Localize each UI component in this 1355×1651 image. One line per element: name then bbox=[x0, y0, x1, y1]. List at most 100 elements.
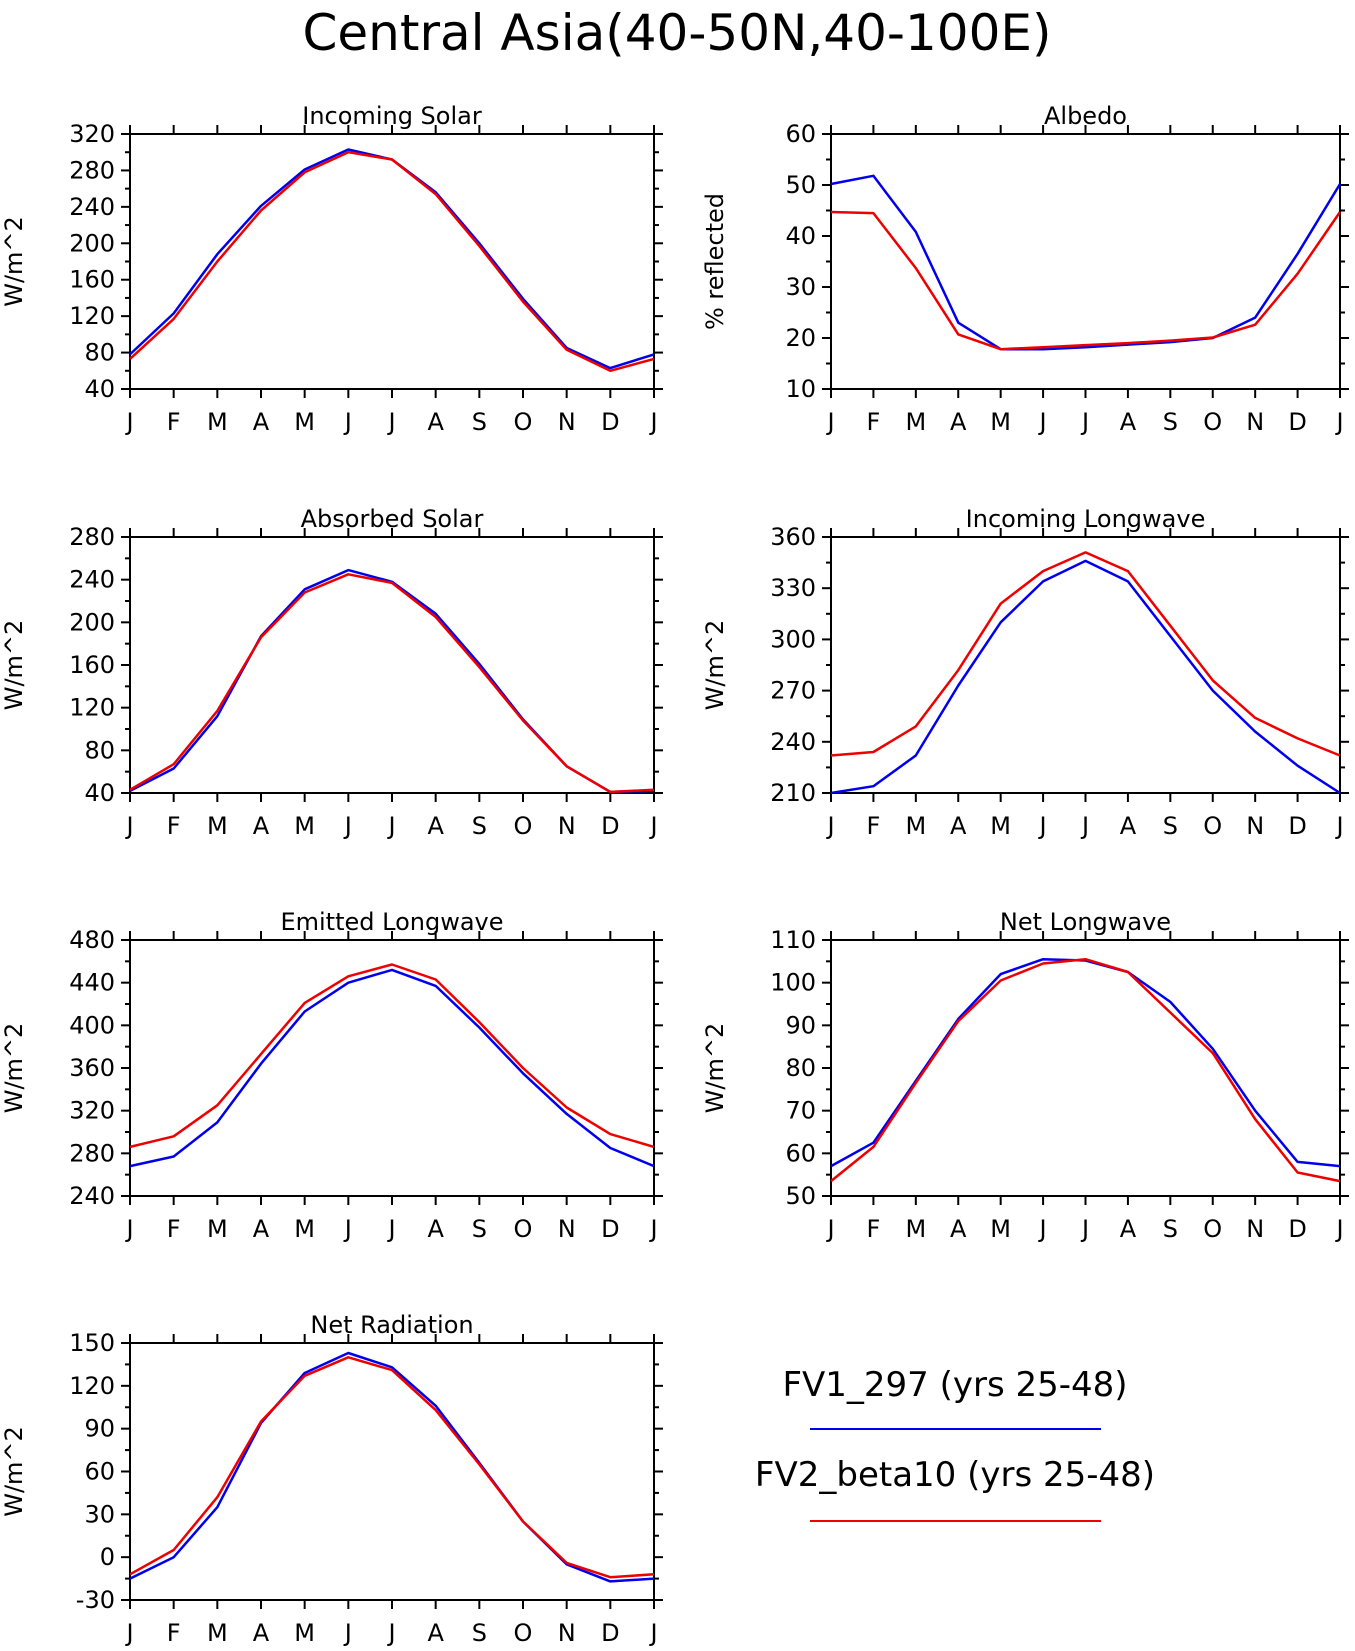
x-tick-label: J bbox=[1334, 1215, 1343, 1243]
x-tick-label: O bbox=[514, 1619, 533, 1647]
series-line-fv1-297 bbox=[129, 1351, 655, 1583]
y-axis-label: W/m^2 bbox=[0, 216, 28, 307]
series-line-fv2-beta10 bbox=[129, 963, 655, 1149]
x-tick-label: A bbox=[950, 812, 967, 840]
x-tick-label: J bbox=[343, 812, 352, 840]
legend-label-fv2: FV2_beta10 (yrs 25-48) bbox=[755, 1455, 1155, 1495]
plot-frame bbox=[129, 939, 655, 1197]
x-tick-label: N bbox=[558, 1215, 576, 1243]
x-tick-label: M bbox=[905, 812, 926, 840]
y-axis-label: % reflected bbox=[701, 193, 729, 330]
y-tick-label: 40 bbox=[84, 375, 115, 403]
x-tick-label: F bbox=[167, 1215, 181, 1243]
series-line-fv1-297 bbox=[830, 559, 1341, 795]
y-tick-label: 240 bbox=[770, 728, 816, 756]
x-tick-label: M bbox=[990, 812, 1011, 840]
x-tick-label: J bbox=[386, 408, 395, 436]
x-tick-label: O bbox=[514, 1215, 533, 1243]
y-tick-label: 10 bbox=[785, 375, 816, 403]
y-tick-label: 240 bbox=[69, 566, 115, 594]
x-tick-label: J bbox=[124, 408, 133, 436]
y-tick-label: 280 bbox=[69, 1139, 115, 1167]
x-tick-label: S bbox=[472, 1619, 487, 1647]
x-tick-label: J bbox=[343, 1215, 352, 1243]
x-tick-label: S bbox=[1163, 812, 1178, 840]
x-tick-label: J bbox=[648, 408, 657, 436]
x-tick-label: D bbox=[601, 1619, 619, 1647]
x-tick-label: F bbox=[867, 408, 881, 436]
series-line-fv2-beta10 bbox=[830, 210, 1342, 351]
y-tick-label: 400 bbox=[69, 1011, 115, 1039]
x-tick-label: A bbox=[253, 1215, 270, 1243]
y-tick-label: 30 bbox=[785, 273, 816, 301]
series-line-fv1-297 bbox=[129, 968, 655, 1168]
plot-frame bbox=[830, 133, 1341, 390]
y-tick-label: 160 bbox=[69, 266, 115, 294]
y-tick-label: 60 bbox=[84, 1458, 115, 1486]
x-tick-label: J bbox=[386, 1215, 395, 1243]
x-tick-label: A bbox=[950, 408, 967, 436]
x-tick-label: J bbox=[124, 812, 133, 840]
plot-frame bbox=[830, 536, 1341, 794]
x-tick-label: J bbox=[386, 812, 395, 840]
x-tick-label: A bbox=[253, 408, 270, 436]
y-tick-label: 320 bbox=[69, 1097, 115, 1125]
y-tick-label: 280 bbox=[69, 523, 115, 551]
x-tick-label: J bbox=[124, 1619, 133, 1647]
y-tick-label: 240 bbox=[69, 193, 115, 221]
x-tick-label: J bbox=[825, 408, 834, 436]
y-tick-label: 270 bbox=[770, 677, 816, 705]
series-line-fv2-beta10 bbox=[129, 573, 655, 794]
y-axis-label: W/m^2 bbox=[701, 1023, 729, 1114]
y-tick-label: 360 bbox=[770, 523, 816, 551]
y-tick-label: 70 bbox=[785, 1097, 816, 1125]
x-tick-label: A bbox=[1120, 1215, 1137, 1243]
x-tick-label: J bbox=[648, 1215, 657, 1243]
y-tick-label: 160 bbox=[69, 651, 115, 679]
x-tick-label: S bbox=[472, 408, 487, 436]
plot-frame bbox=[129, 1342, 655, 1601]
plot-frame bbox=[830, 939, 1341, 1197]
x-tick-label: N bbox=[1246, 1215, 1264, 1243]
y-tick-label: 80 bbox=[785, 1054, 816, 1082]
y-tick-label: 50 bbox=[785, 171, 816, 199]
x-tick-label: S bbox=[472, 1215, 487, 1243]
x-tick-label: O bbox=[514, 812, 533, 840]
y-tick-label: 110 bbox=[770, 926, 816, 954]
x-tick-label: J bbox=[386, 1619, 395, 1647]
x-tick-label: N bbox=[1246, 408, 1264, 436]
x-tick-label: D bbox=[1288, 1215, 1306, 1243]
series-line-fv2-beta10 bbox=[830, 551, 1341, 757]
x-tick-label: A bbox=[427, 1619, 444, 1647]
x-tick-label: N bbox=[558, 1619, 576, 1647]
y-tick-label: 80 bbox=[84, 339, 115, 367]
x-tick-label: M bbox=[905, 1215, 926, 1243]
x-tick-label: S bbox=[472, 812, 487, 840]
series-line-fv2-beta10 bbox=[129, 1356, 655, 1579]
y-tick-label: 200 bbox=[69, 229, 115, 257]
x-tick-label: J bbox=[648, 812, 657, 840]
x-tick-label: J bbox=[1080, 408, 1089, 436]
y-tick-label: 90 bbox=[84, 1415, 115, 1443]
x-tick-label: N bbox=[558, 408, 576, 436]
x-tick-label: M bbox=[905, 408, 926, 436]
x-tick-label: J bbox=[1080, 1215, 1089, 1243]
x-tick-label: F bbox=[167, 408, 181, 436]
series-line-fv2-beta10 bbox=[830, 957, 1341, 1183]
plot-frame bbox=[129, 536, 655, 794]
x-tick-label: O bbox=[514, 408, 533, 436]
series-line-fv1-297 bbox=[830, 957, 1341, 1168]
x-tick-label: M bbox=[294, 408, 315, 436]
x-tick-label: A bbox=[253, 1619, 270, 1647]
x-tick-label: M bbox=[294, 1619, 315, 1647]
x-tick-label: N bbox=[1246, 812, 1264, 840]
x-tick-label: M bbox=[207, 408, 228, 436]
y-tick-label: 20 bbox=[785, 324, 816, 352]
x-tick-label: D bbox=[1288, 408, 1306, 436]
y-tick-label: 240 bbox=[69, 1182, 115, 1210]
y-tick-label: 300 bbox=[770, 625, 816, 653]
